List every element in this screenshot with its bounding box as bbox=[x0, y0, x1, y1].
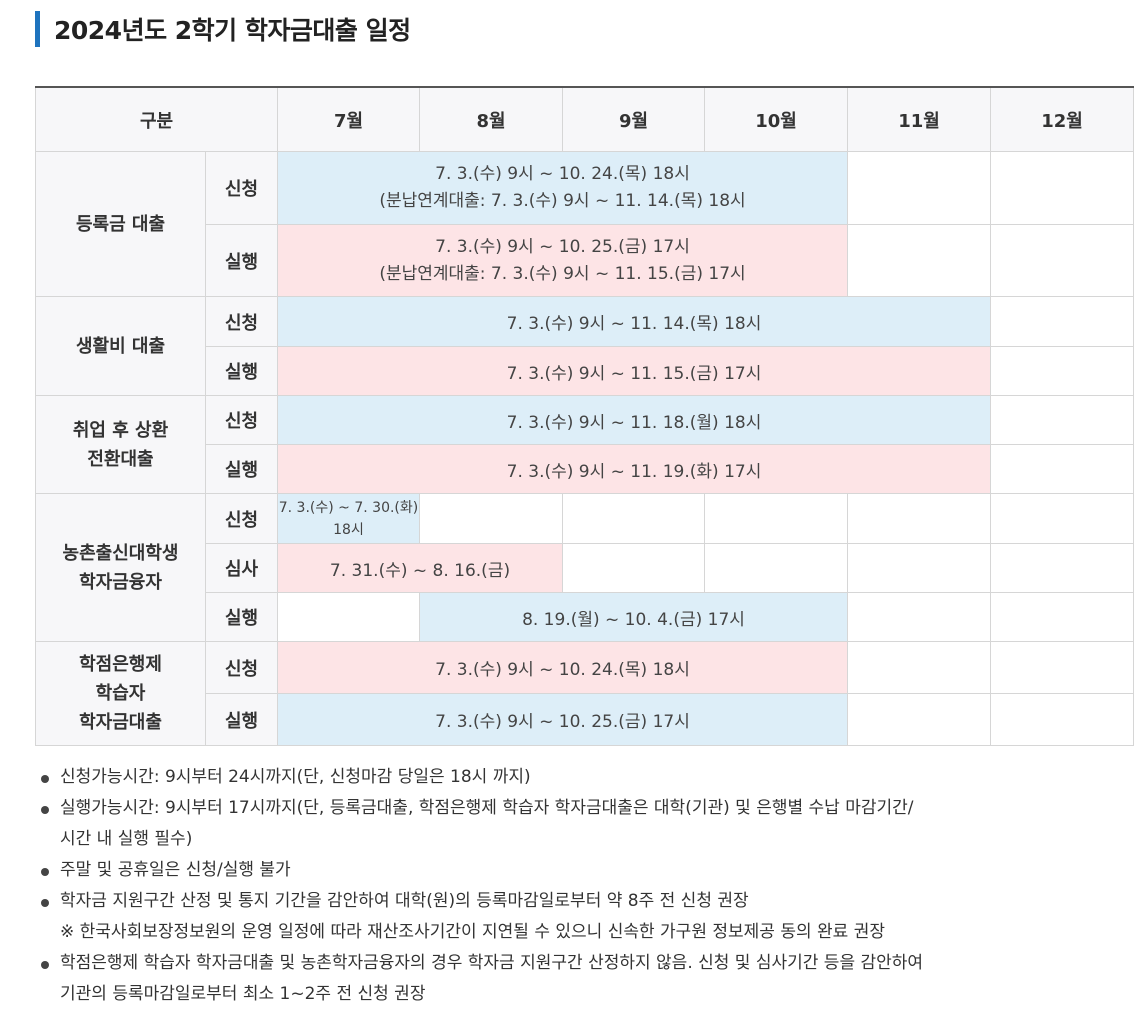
empty-cell bbox=[704, 543, 848, 593]
schedule-line: 7. 3.(수) ~ 7. 30.(화) bbox=[278, 499, 419, 516]
table-row: 실행 7. 3.(수) 9시 ~ 10. 25.(금) 17시 bbox=[36, 693, 1134, 746]
table-row: 실행 8. 19.(월) ~ 10. 4.(금) 17시 bbox=[36, 592, 1134, 642]
notes-list: 신청가능시간: 9시부터 24시까지(단, 신청마감 당일은 18시 까지) 실… bbox=[35, 762, 1140, 1010]
header-month-7: 7월 bbox=[277, 86, 420, 152]
empty-cell bbox=[990, 346, 1134, 396]
page-title: 2024년도 2학기 학자금대출 일정 bbox=[54, 16, 411, 45]
header-category: 구분 bbox=[35, 86, 278, 152]
table-row: 농촌출신대학생 학자금융자 신청 7. 3.(수) ~ 7. 30.(화) 18… bbox=[35, 493, 1134, 642]
empty-cell bbox=[990, 444, 1134, 494]
row-type-execute: 실행 bbox=[205, 224, 278, 297]
empty-cell bbox=[990, 641, 1134, 694]
empty-cell bbox=[990, 592, 1134, 642]
schedule-cell-execute: 7. 3.(수) 9시 ~ 11. 15.(금) 17시 bbox=[277, 346, 991, 396]
schedule-line: 18시 bbox=[333, 521, 364, 538]
header-month-12: 12월 bbox=[990, 86, 1134, 152]
schedule-cell-apply: 7. 3.(수) 9시 ~ 11. 18.(월) 18시 bbox=[277, 395, 991, 445]
page-title-block: 2024년도 2학기 학자금대출 일정 bbox=[35, 10, 411, 48]
schedule-cell-execute: 7. 3.(수) 9시 ~ 10. 25.(금) 17시 (분납연계대출: 7.… bbox=[277, 224, 848, 297]
empty-cell bbox=[562, 493, 705, 544]
category-label: 학자금융자 bbox=[79, 571, 162, 593]
schedule-cell-apply: 7. 3.(수) 9시 ~ 11. 14.(목) 18시 bbox=[277, 296, 991, 347]
row-type-execute: 실행 bbox=[205, 444, 278, 494]
empty-cell bbox=[847, 641, 991, 694]
category-label: 학습자 bbox=[95, 683, 146, 704]
note-item-continued: 기관의 등록마감일로부터 최소 1~2주 전 신청 권장 bbox=[60, 984, 426, 1004]
row-type-apply: 신청 bbox=[205, 395, 278, 445]
table-row: 취업 후 상환 전환대출 신청 7. 3.(수) 9시 ~ 11. 18.(월)… bbox=[35, 395, 1134, 494]
category-label: 등록금 대출 bbox=[75, 213, 166, 235]
empty-cell bbox=[990, 693, 1134, 746]
note-item: 주말 및 공휴일은 신청/실행 불가 bbox=[35, 855, 1140, 886]
empty-cell bbox=[847, 224, 991, 297]
table-header-row: 구분 7월 8월 9월 10월 11월 12월 bbox=[35, 86, 1134, 152]
category-tuition-loan: 등록금 대출 bbox=[35, 151, 206, 297]
schedule-cell-review: 7. 31.(수) ~ 8. 16.(금) bbox=[277, 543, 563, 593]
category-label: 학자금대출 bbox=[79, 712, 162, 733]
row-type-apply: 신청 bbox=[205, 151, 278, 225]
schedule-cell-apply: 7. 3.(수) 9시 ~ 10. 24.(목) 18시 bbox=[277, 641, 848, 694]
table-row: 학점은행제 학습자 학자금대출 신청 7. 3.(수) 9시 ~ 10. 24.… bbox=[35, 641, 1134, 746]
empty-cell bbox=[990, 224, 1134, 297]
empty-cell bbox=[990, 543, 1134, 593]
category-icl-conversion-loan: 취업 후 상환 전환대출 bbox=[35, 395, 206, 494]
note-item: 신청가능시간: 9시부터 24시까지(단, 신청마감 당일은 18시 까지) bbox=[35, 762, 1140, 793]
table-row: 등록금 대출 신청 7. 3.(수) 9시 ~ 10. 24.(목) 18시 (… bbox=[35, 151, 1134, 297]
schedule-cell-apply: 7. 3.(수) 9시 ~ 10. 24.(목) 18시 (분납연계대출: 7.… bbox=[277, 151, 848, 225]
table-row: 실행 7. 3.(수) 9시 ~ 11. 15.(금) 17시 bbox=[36, 346, 1134, 396]
empty-cell bbox=[847, 151, 991, 225]
row-type-execute: 실행 bbox=[205, 592, 278, 642]
empty-cell bbox=[990, 296, 1134, 347]
empty-cell bbox=[847, 592, 991, 642]
note-item: 학점은행제 학습자 학자금대출 및 농촌학자금융자의 경우 학자금 지원구간 산… bbox=[35, 948, 1140, 979]
empty-cell bbox=[704, 493, 848, 544]
empty-cell bbox=[847, 543, 991, 593]
category-label: 전환대출 bbox=[87, 448, 154, 470]
table-row: 실행 7. 3.(수) 9시 ~ 11. 19.(화) 17시 bbox=[36, 444, 1134, 494]
category-label: 생활비 대출 bbox=[75, 335, 166, 357]
schedule-cell-execute: 7. 3.(수) 9시 ~ 10. 25.(금) 17시 bbox=[277, 693, 848, 746]
row-type-apply: 신청 bbox=[205, 641, 278, 694]
header-month-11: 11월 bbox=[847, 86, 991, 152]
empty-cell bbox=[990, 151, 1134, 225]
schedule-cell-execute: 7. 3.(수) 9시 ~ 11. 19.(화) 17시 bbox=[277, 444, 991, 494]
empty-cell bbox=[990, 493, 1134, 544]
header-month-10: 10월 bbox=[704, 86, 848, 152]
category-living-loan: 생활비 대출 bbox=[35, 296, 206, 396]
table-row: 생활비 대출 신청 7. 3.(수) 9시 ~ 11. 14.(목) 18시 bbox=[35, 296, 1134, 396]
category-label: 취업 후 상환 bbox=[72, 419, 169, 441]
row-type-review: 심사 bbox=[205, 543, 278, 593]
schedule-line: (분납연계대출: 7. 3.(수) 9시 ~ 11. 15.(금) 17시 bbox=[379, 263, 746, 284]
row-type-apply: 신청 bbox=[205, 493, 278, 544]
schedule-line: (분납연계대출: 7. 3.(수) 9시 ~ 11. 14.(목) 18시 bbox=[379, 191, 746, 211]
note-remark: ※ 한국사회보장정보원의 운영 일정에 따라 재산조사기간이 지연될 수 있으니… bbox=[60, 922, 885, 942]
header-month-9: 9월 bbox=[562, 86, 705, 152]
loan-schedule-table: 구분 7월 8월 9월 10월 11월 12월 등록금 대출 신청 7. 3.(… bbox=[35, 86, 1134, 746]
empty-cell bbox=[419, 493, 563, 544]
table-row: 심사 7. 31.(수) ~ 8. 16.(금) bbox=[36, 543, 1134, 593]
category-credit-bank-loan: 학점은행제 학습자 학자금대출 bbox=[35, 641, 206, 746]
empty-cell bbox=[847, 493, 991, 544]
table-row: 실행 7. 3.(수) 9시 ~ 10. 25.(금) 17시 (분납연계대출:… bbox=[36, 224, 1134, 297]
category-label: 농촌출신대학생 bbox=[62, 542, 179, 564]
note-item-continued: 시간 내 실행 필수) bbox=[60, 829, 193, 849]
empty-cell bbox=[847, 693, 991, 746]
schedule-cell-execute: 8. 19.(월) ~ 10. 4.(금) 17시 bbox=[419, 592, 848, 642]
title-accent-bar bbox=[35, 11, 40, 47]
empty-cell bbox=[990, 395, 1134, 445]
row-type-apply: 신청 bbox=[205, 296, 278, 347]
category-rural-student-loan: 농촌출신대학생 학자금융자 bbox=[35, 493, 206, 642]
schedule-line: 7. 3.(수) 9시 ~ 10. 24.(목) 18시 bbox=[435, 164, 690, 184]
note-item: 실행가능시간: 9시부터 17시까지(단, 등록금대출, 학점은행제 학습자 학… bbox=[35, 793, 1140, 824]
schedule-cell-apply: 7. 3.(수) ~ 7. 30.(화) 18시 bbox=[277, 493, 420, 544]
row-type-execute: 실행 bbox=[205, 693, 278, 746]
row-type-execute: 실행 bbox=[205, 346, 278, 396]
schedule-line: 7. 3.(수) 9시 ~ 10. 25.(금) 17시 bbox=[435, 236, 690, 257]
header-month-8: 8월 bbox=[419, 86, 563, 152]
empty-cell bbox=[562, 543, 705, 593]
category-label: 학점은행제 bbox=[79, 654, 162, 675]
empty-cell bbox=[277, 592, 420, 642]
note-item: 학자금 지원구간 산정 및 통지 기간을 감안하여 대학(원)의 등록마감일로부… bbox=[35, 886, 1140, 917]
